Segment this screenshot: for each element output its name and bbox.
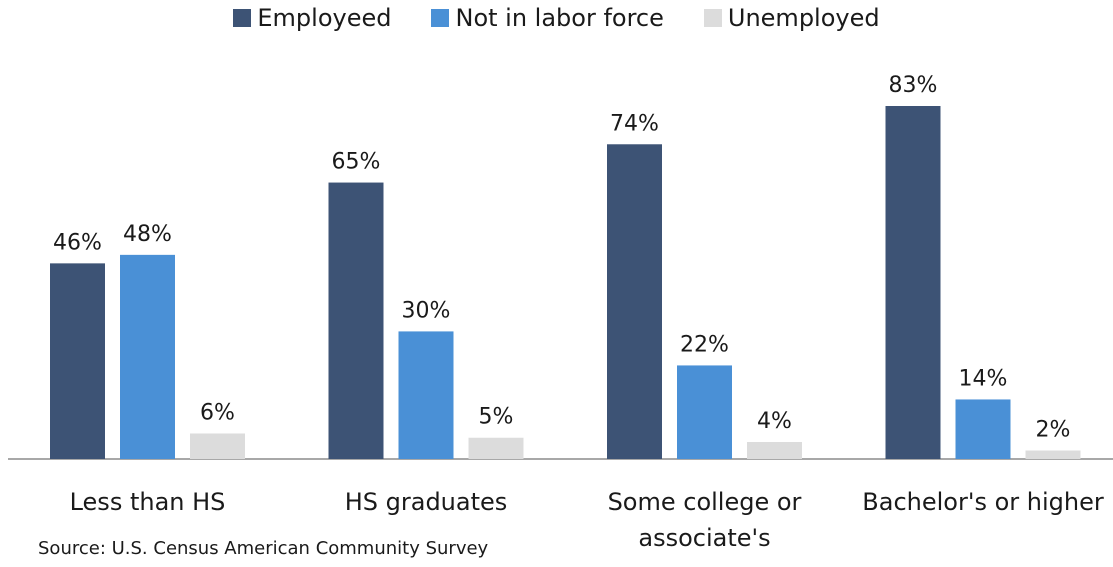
legend-label-unemployed: Unemployed: [727, 4, 880, 32]
data-label-2-1: 22%: [680, 332, 729, 357]
data-label-1-2: 5%: [479, 405, 514, 430]
category-label-1-0: HS graduates: [345, 488, 508, 516]
data-label-1-1: 30%: [402, 298, 451, 323]
bar-3-1: [955, 399, 1011, 459]
category-label-3-0: Bachelor's or higher: [862, 488, 1104, 516]
data-label-0-1: 48%: [123, 222, 172, 247]
legend-swatch-not-in-labor-force: [431, 9, 450, 27]
bar-0-2: [190, 433, 245, 459]
legend-swatch-unemployed: [703, 9, 722, 27]
data-label-3-2: 2%: [1036, 417, 1071, 442]
bar-3-0: [885, 106, 941, 459]
bar-1-2: [468, 437, 524, 459]
bar-0-0: [50, 263, 105, 459]
category-label-2-0: Some college or: [608, 488, 802, 516]
legend-item-not-in-labor-force: Not in labor force: [431, 4, 664, 32]
bar-0-1: [120, 254, 175, 459]
legend-swatch-employed: [233, 9, 252, 27]
data-label-0-0: 46%: [53, 230, 102, 255]
data-label-3-1: 14%: [959, 366, 1008, 391]
legend-label-employed: Employeed: [257, 4, 392, 32]
bar-2-2: [747, 441, 802, 459]
chart-legend: Employeed Not in labor force Unemployed: [0, 4, 1113, 32]
bar-3-2: [1025, 450, 1081, 459]
bar-2-1: [677, 365, 732, 459]
bar-1-0: [328, 182, 384, 460]
category-label-0-0: Less than HS: [70, 488, 226, 516]
legend-item-employed: Employeed: [233, 4, 391, 32]
data-label-2-0: 74%: [610, 111, 659, 136]
legend-label-not-in-labor-force: Not in labor force: [455, 4, 664, 32]
data-label-0-2: 6%: [200, 400, 235, 425]
category-label-2-1: associate's: [638, 524, 770, 552]
data-label-1-0: 65%: [332, 150, 381, 175]
legend-item-unemployed: Unemployed: [703, 4, 880, 32]
bar-2-0: [607, 144, 662, 460]
bar-1-1: [398, 331, 454, 459]
data-label-3-0: 83%: [889, 73, 938, 98]
source-note: Source: U.S. Census American Community S…: [38, 538, 489, 559]
data-label-2-2: 4%: [757, 409, 792, 434]
